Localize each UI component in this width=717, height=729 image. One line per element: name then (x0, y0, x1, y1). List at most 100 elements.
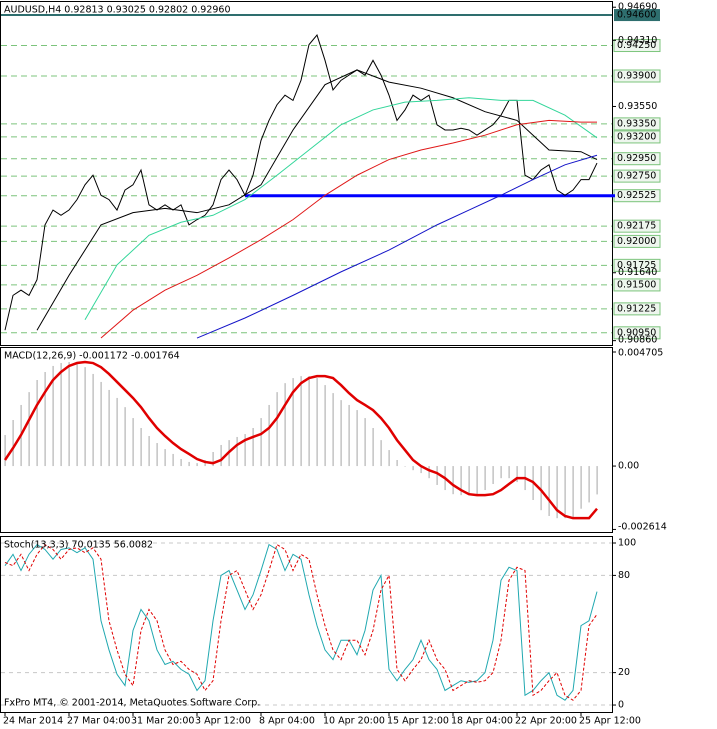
histogram-bar (572, 466, 574, 519)
histogram-bar (396, 460, 398, 467)
histogram-bar (164, 449, 166, 467)
histogram-bar (196, 463, 198, 467)
histogram-bar (108, 389, 110, 467)
level-label-box (613, 130, 661, 144)
x-tick-label: 8 Apr 04:00 (259, 716, 315, 727)
level-label-box (613, 152, 661, 166)
panel-title: Stoch(13,3,3) 70.0135 56.0082 (4, 540, 153, 551)
histogram-bar (212, 452, 214, 467)
histogram-bar (268, 404, 270, 467)
x-tick-label: 18 Apr 04:00 (451, 716, 513, 727)
x-tick-label: 15 Apr 12:00 (387, 716, 449, 727)
level-label-box (613, 326, 661, 340)
panel-title: MACD(12,26,9) -0.001172 -0.001764 (4, 351, 180, 362)
level-label: 0.92750 (617, 171, 656, 182)
level-label-box (613, 69, 661, 83)
series-line (196, 154, 598, 339)
histogram-bar (68, 362, 70, 467)
histogram-bar (276, 392, 278, 467)
series-line (84, 97, 598, 321)
y-tick-label: 0.91640 (618, 267, 657, 278)
macd-panel-frame (0, 347, 613, 533)
histogram-bar (436, 466, 438, 485)
level-label-box (613, 302, 661, 316)
histogram-bar (428, 466, 430, 479)
y-tick-label: 0.004705 (618, 348, 663, 359)
histogram-bar (284, 383, 286, 467)
histogram-bar (556, 466, 558, 519)
y-tick-label: 0.00 (618, 461, 639, 472)
level-label: 0.91225 (617, 303, 656, 314)
histogram-bar (36, 380, 38, 467)
histogram-bar (12, 420, 14, 467)
panel-title: AUDUSD,H4 0.92813 0.93025 0.92802 0.9296… (4, 5, 231, 16)
level-label: 0.91725 (617, 260, 656, 271)
level-label: 0.91500 (617, 279, 656, 290)
level-label: 0.92525 (617, 190, 656, 201)
series-line (36, 69, 598, 331)
price-panel-frame (0, 1, 613, 346)
histogram-bar (156, 443, 158, 467)
level-label: 0.92950 (617, 153, 656, 164)
histogram-bar (388, 450, 390, 467)
level-label: 0.93200 (617, 131, 656, 142)
histogram-bar (92, 373, 94, 467)
level-label-box (613, 169, 661, 183)
level-label-box (613, 117, 661, 131)
histogram-bar (220, 444, 222, 467)
copyright: FxPro MT4, © 2001-2014, MetaQuotes Softw… (4, 698, 260, 709)
histogram-bar (380, 440, 382, 467)
y-tick-label: 0.94310 (618, 35, 657, 46)
histogram-bar (548, 466, 550, 516)
level-label-box (613, 258, 661, 272)
series-line (4, 543, 598, 701)
y-tick-label: 0.90860 (618, 335, 657, 346)
level-label: 0.94250 (617, 40, 656, 51)
y-tick-label: 0.93550 (618, 101, 657, 112)
x-tick-label: 27 Mar 04:00 (67, 716, 130, 727)
histogram-bar (308, 376, 310, 467)
x-tick-label: 10 Apr 20:00 (323, 716, 385, 727)
histogram-bar (180, 459, 182, 467)
x-tick-label: 31 Mar 20:00 (131, 716, 194, 727)
series-line (3, 360, 598, 520)
level-label: 0.92175 (617, 221, 656, 232)
histogram-bar (580, 466, 582, 509)
level-label-box (613, 278, 661, 292)
histogram-bar (124, 407, 126, 467)
y-tick-label: 100 (618, 537, 636, 548)
histogram-bar (460, 466, 462, 496)
histogram-bar (500, 466, 502, 479)
x-tick-label: 25 Apr 12:00 (579, 716, 641, 727)
y-tick-label: -0.002614 (618, 522, 667, 533)
histogram-bar (28, 392, 30, 467)
y-tick-label: 20 (618, 667, 630, 678)
histogram-bar (300, 376, 302, 467)
histogram-bar (340, 400, 342, 467)
histogram-bar (84, 367, 86, 467)
histogram-bar (484, 466, 486, 491)
histogram-bar (188, 461, 190, 467)
histogram-bar (76, 363, 78, 467)
histogram-bar (60, 363, 62, 467)
histogram-bar (564, 466, 566, 519)
histogram-bar (252, 428, 254, 467)
histogram-bar (452, 466, 454, 495)
stoch-panel-frame (0, 536, 613, 713)
histogram-bar (476, 466, 478, 495)
y-tick-label: 0.94690 (618, 2, 657, 13)
histogram-bar (372, 428, 374, 467)
histogram-bar (348, 404, 350, 467)
histogram-bar (468, 466, 470, 496)
level-label: 0.92000 (617, 236, 656, 247)
level-label-box (613, 39, 661, 53)
histogram-bar (364, 418, 366, 467)
histogram-bar (508, 466, 510, 479)
histogram-bar (332, 393, 334, 467)
histogram-bar (492, 466, 494, 484)
level-label: 0.93900 (617, 70, 656, 81)
histogram-bar (596, 466, 598, 495)
histogram-bar (52, 365, 54, 467)
